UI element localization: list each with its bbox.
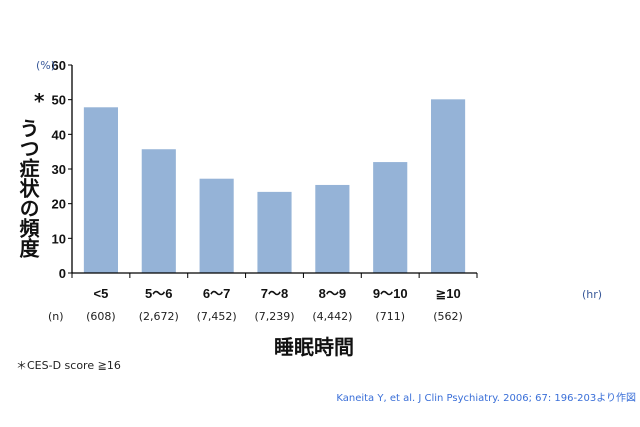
n-value: (608) — [86, 310, 116, 323]
x-axis-label: 睡眠時間 — [274, 335, 354, 359]
x-tick-label: 8〜9 — [319, 286, 346, 301]
x-unit: (hr) — [582, 288, 602, 301]
n-label: (n) — [48, 310, 64, 323]
y-label-mark: * — [34, 89, 45, 113]
bar — [257, 191, 292, 273]
y-tick-label: 40 — [52, 127, 66, 142]
n-value: (7,452) — [197, 310, 237, 323]
y-tick-label: 60 — [52, 58, 66, 73]
bar — [431, 99, 466, 273]
n-value: (7,239) — [254, 310, 294, 323]
bar — [83, 107, 118, 273]
bar — [373, 162, 408, 273]
y-tick-label: 50 — [52, 93, 66, 108]
n-value: (562) — [433, 310, 463, 323]
x-tick-label: <5 — [94, 286, 109, 301]
x-tick-label: 5〜6 — [145, 286, 172, 301]
n-value: (711) — [375, 310, 405, 323]
y-tick-label: 20 — [52, 197, 66, 212]
n-value: (2,672) — [139, 310, 179, 323]
footnote: ＊CES-D score ≧16 — [16, 359, 121, 372]
bar — [315, 184, 350, 273]
y-tick-label: 0 — [59, 266, 66, 281]
y-unit: (%) — [36, 59, 55, 72]
x-tick-label: ≧10 — [435, 286, 460, 301]
n-value: (4,442) — [312, 310, 352, 323]
citation: Kaneita Y, et al. J Clin Psychiatry. 200… — [336, 392, 636, 404]
bar — [199, 178, 234, 273]
y-tick-label: 30 — [52, 162, 66, 177]
y-tick-label: 10 — [52, 231, 66, 246]
x-tick-label: 9〜10 — [373, 286, 408, 301]
x-tick-label: 7〜8 — [261, 286, 288, 301]
bar — [141, 149, 176, 273]
x-tick-label: 6〜7 — [203, 286, 230, 301]
y-axis-label: うつ症状の頻度 — [16, 118, 40, 259]
